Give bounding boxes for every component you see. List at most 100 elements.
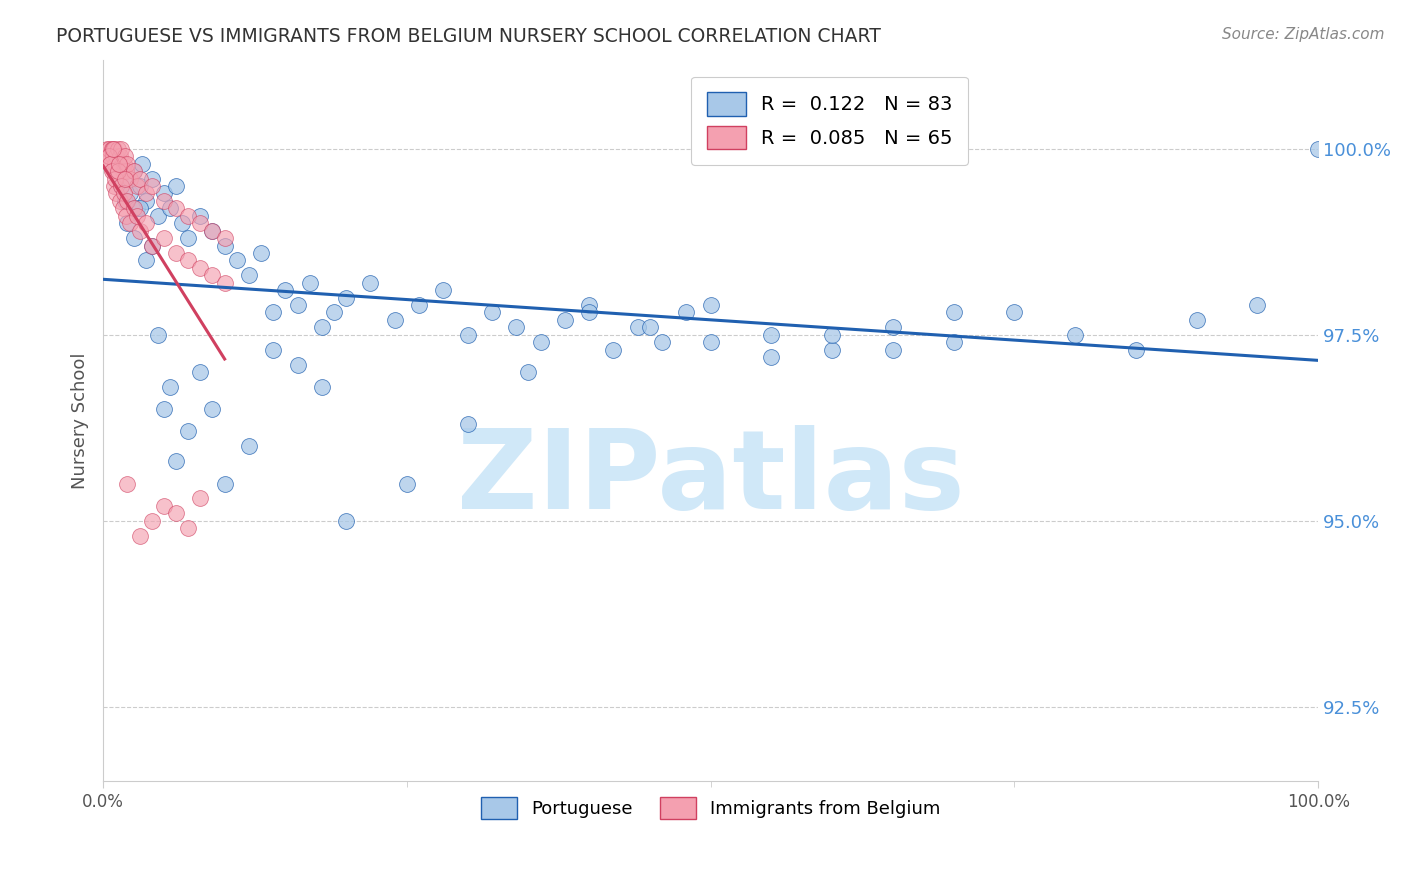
Point	[100, 157, 122, 171]
Point	[122, 231, 145, 245]
Point	[188, 260, 211, 275]
Legend: Portuguese, Immigrants from Belgium: Portuguese, Immigrants from Belgium	[474, 789, 948, 826]
Point	[214, 276, 236, 290]
Point	[114, 194, 136, 208]
Point	[262, 343, 284, 357]
Point	[110, 179, 132, 194]
Point	[554, 313, 576, 327]
Point	[201, 268, 224, 283]
Point	[761, 327, 783, 342]
Point	[311, 380, 333, 394]
Text: ZIPatlas: ZIPatlas	[457, 425, 965, 532]
Point	[111, 164, 134, 178]
Point	[188, 365, 211, 379]
Point	[117, 216, 139, 230]
Point	[201, 224, 224, 238]
Point	[1185, 313, 1208, 327]
Point	[103, 179, 125, 194]
Point	[115, 209, 138, 223]
Text: Source: ZipAtlas.com: Source: ZipAtlas.com	[1222, 27, 1385, 42]
Point	[131, 157, 153, 171]
Point	[108, 194, 131, 208]
Point	[529, 335, 551, 350]
Point	[699, 298, 721, 312]
Point	[578, 298, 600, 312]
Point	[118, 171, 141, 186]
Point	[1246, 298, 1268, 312]
Point	[602, 343, 624, 357]
Point	[114, 171, 136, 186]
Point	[107, 157, 129, 171]
Point	[821, 343, 844, 357]
Point	[107, 164, 129, 178]
Point	[110, 179, 132, 194]
Point	[135, 194, 157, 208]
Point	[146, 209, 169, 223]
Point	[103, 142, 125, 156]
Point	[1002, 305, 1025, 319]
Point	[100, 157, 122, 171]
Point	[100, 164, 122, 178]
Point	[408, 298, 430, 312]
Point	[335, 291, 357, 305]
Point	[250, 246, 273, 260]
Point	[188, 216, 211, 230]
Point	[141, 238, 163, 252]
Point	[188, 491, 211, 506]
Point	[627, 320, 650, 334]
Point	[638, 320, 661, 334]
Point	[457, 327, 479, 342]
Point	[128, 179, 150, 194]
Point	[177, 425, 200, 439]
Point	[942, 305, 965, 319]
Point	[882, 320, 904, 334]
Point	[98, 142, 121, 156]
Point	[111, 202, 134, 216]
Point	[118, 216, 141, 230]
Point	[651, 335, 673, 350]
Point	[188, 209, 211, 223]
Point	[153, 231, 176, 245]
Point	[311, 320, 333, 334]
Point	[274, 283, 297, 297]
Point	[122, 202, 145, 216]
Point	[699, 335, 721, 350]
Point	[110, 142, 132, 156]
Point	[112, 157, 135, 171]
Point	[165, 246, 187, 260]
Point	[159, 380, 181, 394]
Point	[104, 157, 127, 171]
Point	[115, 164, 138, 178]
Point	[165, 179, 187, 194]
Point	[141, 179, 163, 194]
Text: PORTUGUESE VS IMMIGRANTS FROM BELGIUM NURSERY SCHOOL CORRELATION CHART: PORTUGUESE VS IMMIGRANTS FROM BELGIUM NU…	[56, 27, 882, 45]
Point	[108, 149, 131, 163]
Point	[262, 305, 284, 319]
Point	[177, 521, 200, 535]
Point	[225, 253, 247, 268]
Point	[165, 202, 187, 216]
Point	[108, 157, 131, 171]
Point	[821, 327, 844, 342]
Point	[287, 298, 309, 312]
Point	[135, 216, 157, 230]
Point	[122, 164, 145, 178]
Point	[384, 313, 406, 327]
Point	[100, 142, 122, 156]
Point	[146, 327, 169, 342]
Point	[127, 202, 149, 216]
Point	[153, 186, 176, 201]
Point	[287, 358, 309, 372]
Point	[214, 476, 236, 491]
Point	[128, 224, 150, 238]
Point	[117, 171, 139, 186]
Point	[1308, 142, 1330, 156]
Point	[675, 305, 697, 319]
Point	[942, 335, 965, 350]
Point	[177, 231, 200, 245]
Point	[101, 149, 124, 163]
Point	[127, 179, 149, 194]
Point	[98, 149, 121, 163]
Point	[153, 499, 176, 513]
Point	[457, 417, 479, 431]
